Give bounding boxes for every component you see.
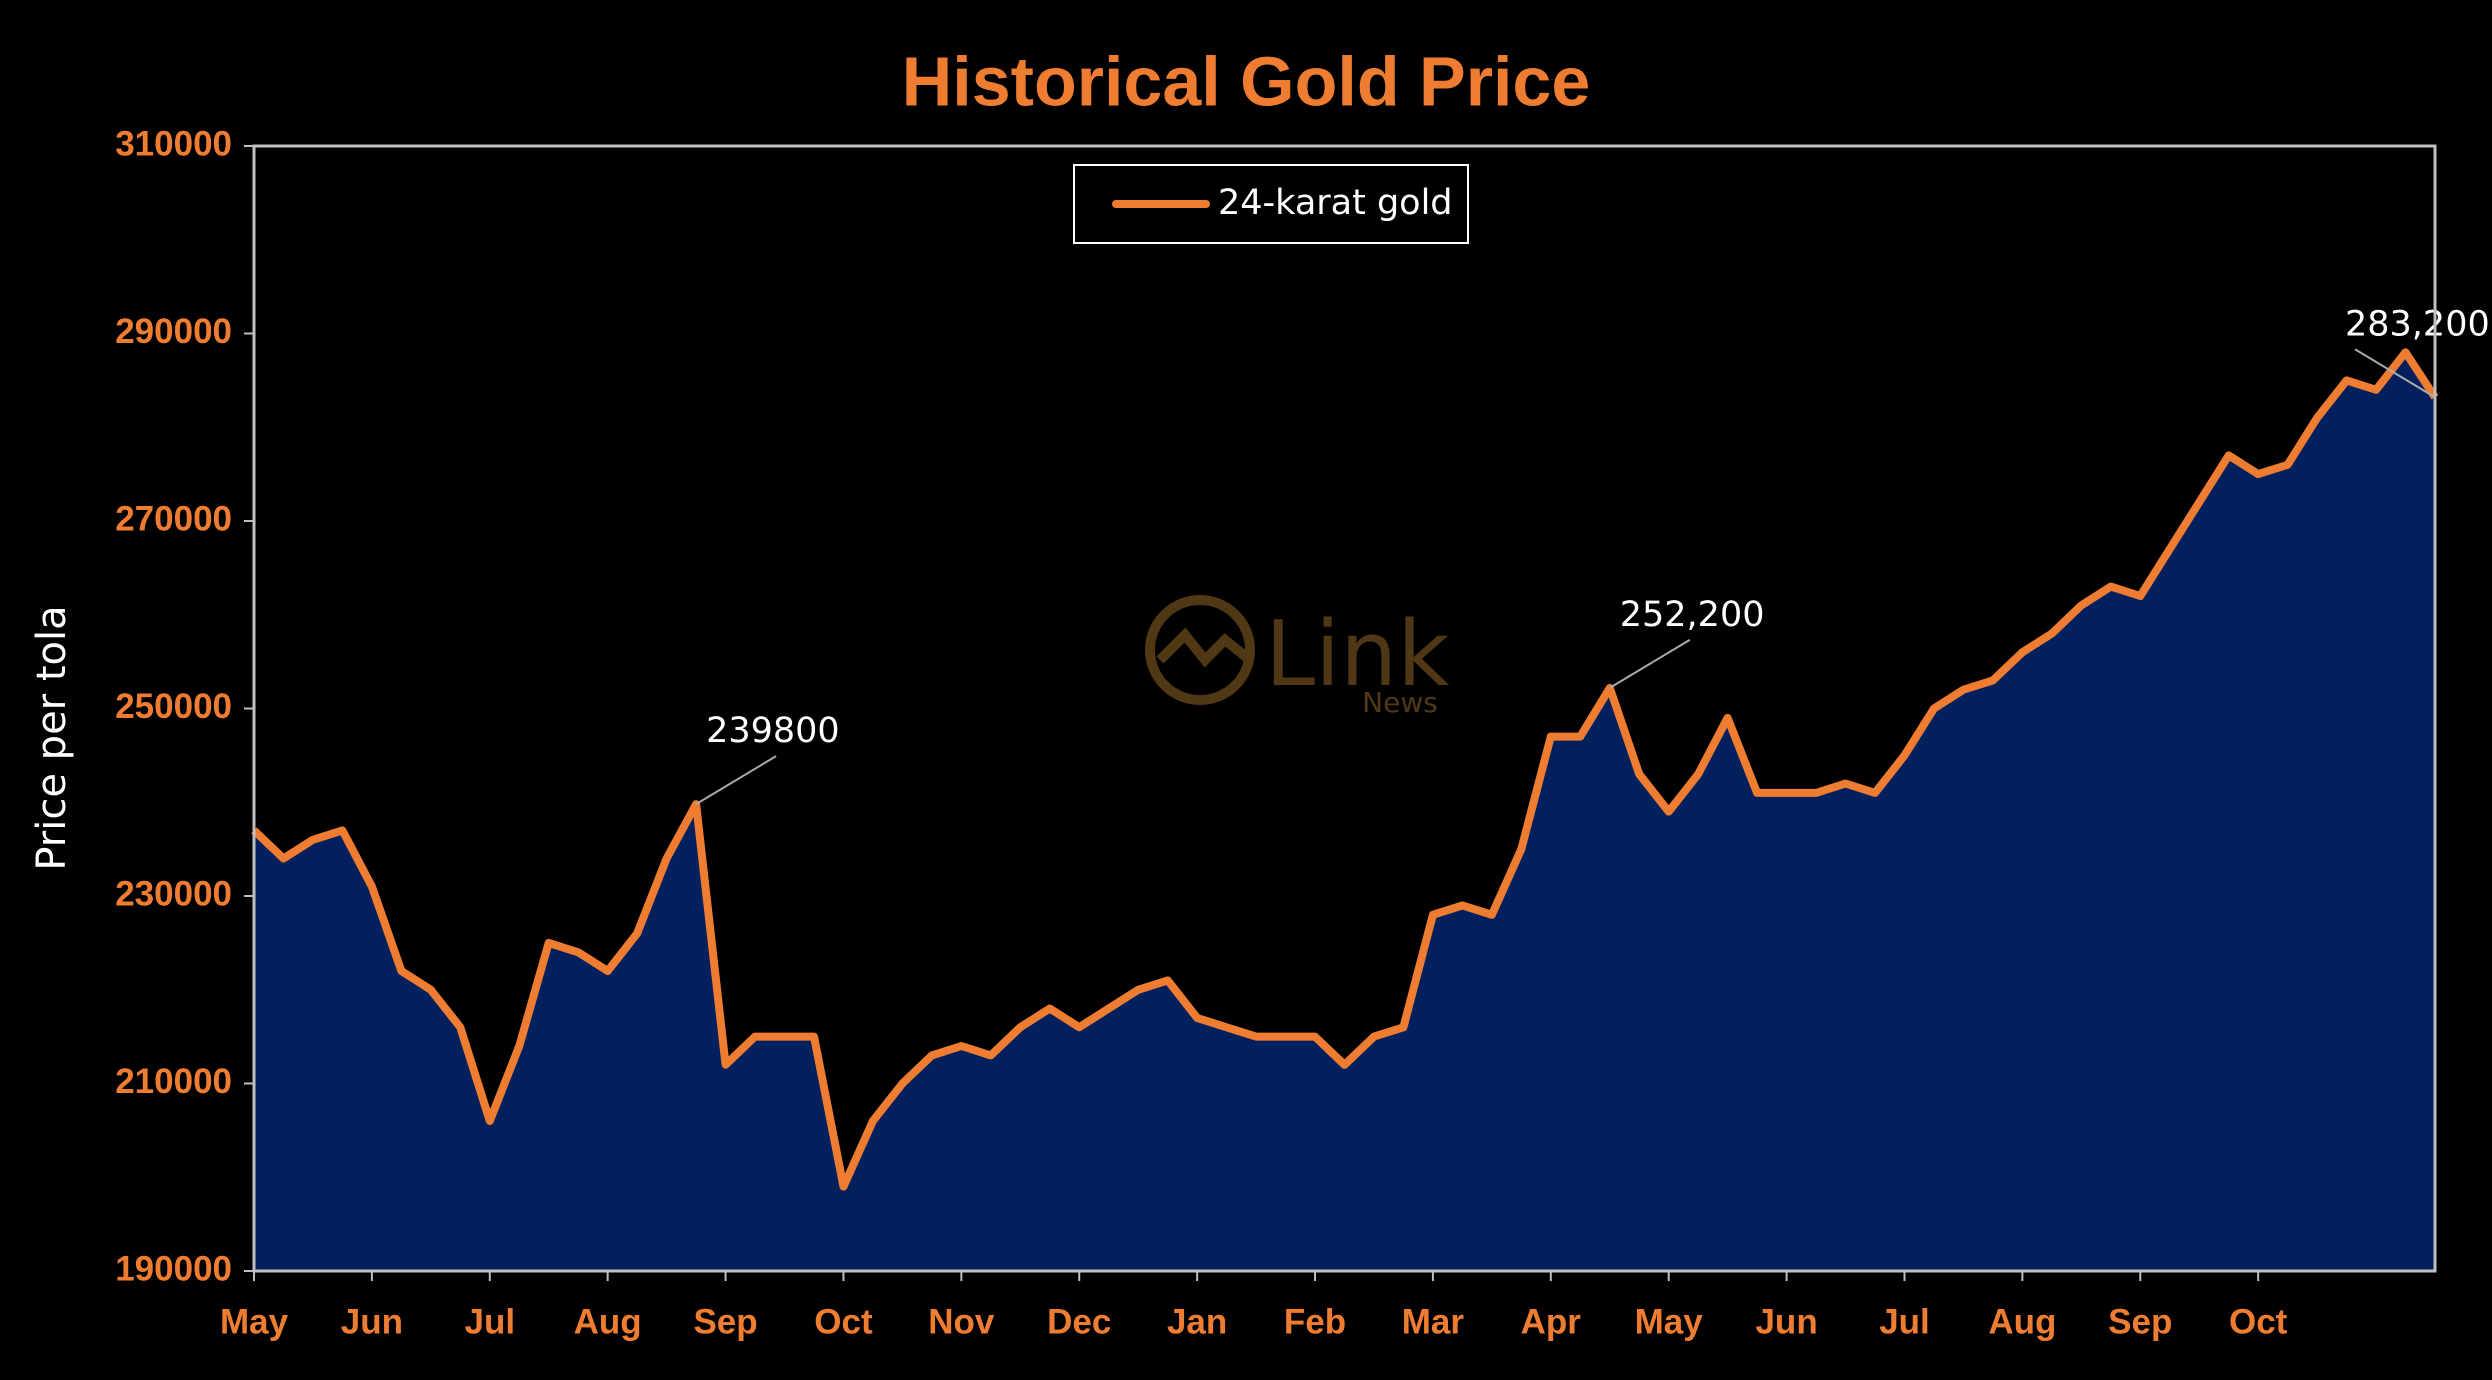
y-axis-label: Price per tola [29,605,75,870]
y-tick-label: 210000 [115,1062,232,1101]
watermark-icon [1156,627,1254,668]
y-tick-label: 270000 [115,499,232,538]
x-tick-label: Oct [814,1302,873,1341]
x-tick-label: May [220,1302,289,1341]
x-tick-label: Aug [1988,1302,2056,1341]
watermark-subtext: News [1362,686,1438,719]
y-tick-label: 290000 [115,312,232,351]
y-tick-label: 230000 [115,874,232,913]
annotation-leader [1609,639,1691,689]
x-tick-label: Oct [2229,1302,2288,1341]
chart-title: Historical Gold Price [902,42,1591,120]
plot-area: 239800 252,200 283,200 190000 210000 230000 25… [115,124,2490,1341]
watermark: Link News [1145,595,1449,719]
area [254,352,2435,1271]
legend-label: 24-karat gold [1218,183,1453,223]
data-label: 252,200 [1620,595,1765,635]
legend: 24-karat gold [1073,164,1469,244]
x-tick-label: Jun [1755,1302,1817,1341]
data-label: 283,200 [2345,304,2490,344]
x-tick-label: Apr [1521,1302,1582,1341]
x-tick-label: Jul [1879,1302,1930,1341]
x-tick-label: Aug [574,1302,642,1341]
y-tick-label: 250000 [115,687,232,726]
y-tick-label: 190000 [115,1249,232,1288]
annotation-leader [695,755,777,805]
y-tick-label: 310000 [115,124,232,163]
data-label: 239800 [706,711,840,751]
x-tick-label: May [1635,1302,1704,1341]
annotation-leader [2354,348,2436,399]
x-tick-label: Nov [928,1302,995,1341]
x-tick-label: Jul [464,1302,515,1341]
x-tick-label: Sep [2108,1302,2172,1341]
x-tick-label: Feb [1284,1302,1346,1341]
line [251,348,2439,1191]
x-tick-label: Sep [693,1302,757,1341]
x-tick-label: Mar [1402,1302,1465,1341]
x-tick-label: Jun [341,1302,403,1341]
x-tick-label: Jan [1167,1302,1227,1341]
watermark-text: Link [1265,602,1449,707]
watermark-icon [1145,595,1255,705]
x-tick-label: Dec [1047,1302,1111,1341]
